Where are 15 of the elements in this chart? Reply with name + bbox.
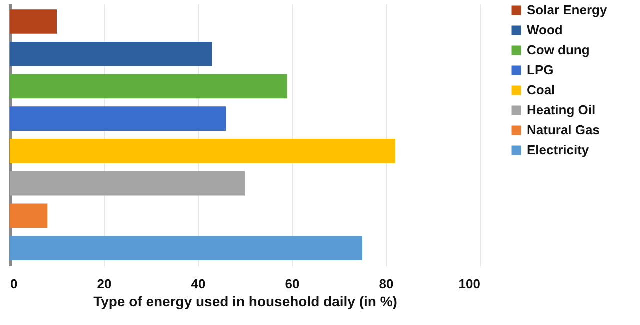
legend-label: Electricity: [527, 142, 590, 158]
legend-label: Natural Gas: [527, 122, 600, 138]
legend-label: Solar Energy: [527, 2, 608, 18]
legend-label: Heating Oil: [527, 102, 596, 118]
x-axis-title: Type of energy used in household daily (in %): [94, 294, 398, 310]
x-tick-label: 80: [379, 276, 394, 292]
x-tick-label: 100: [458, 276, 480, 292]
legend-label: LPG: [527, 62, 554, 78]
x-tick-label: 40: [191, 276, 206, 292]
x-tick-label: 20: [97, 276, 112, 292]
legend-label: Coal: [527, 82, 556, 98]
legend-label: Cow dung: [527, 42, 590, 58]
legend-label: Wood: [527, 22, 563, 38]
x-tick-label: 60: [285, 276, 300, 292]
x-tick-label: 0: [10, 276, 18, 292]
